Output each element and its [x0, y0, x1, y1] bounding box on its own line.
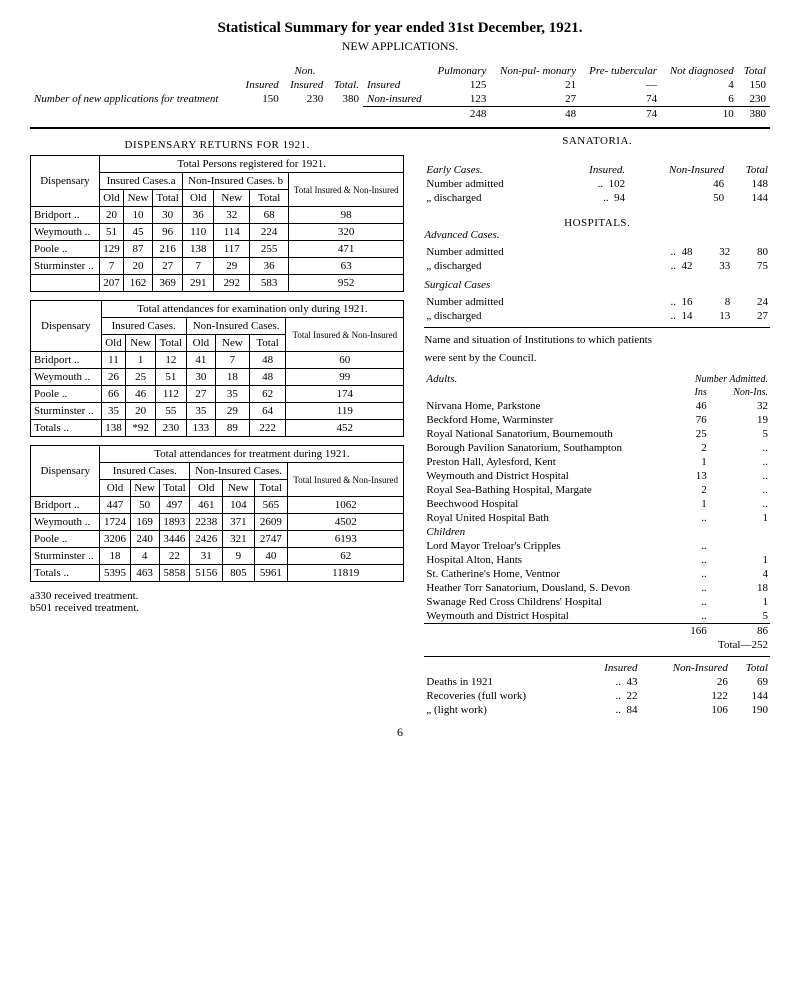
- row-insured: Insured 125 21 — 4 150: [363, 78, 770, 92]
- table-row: Poole ..32062403446242632127476193: [31, 531, 404, 548]
- footnote-b: b501 received treatment.: [30, 602, 404, 614]
- table-row: Weymouth ..17241691893223837126094502: [31, 514, 404, 531]
- col-notdiag: Not diagnosed: [661, 64, 738, 78]
- table-row: Sturminster ..352055352964119: [31, 403, 404, 420]
- col-total: Total: [738, 64, 770, 78]
- list-item: Lord Mayor Treloar's Cripples..: [424, 539, 770, 553]
- list-item: Royal National Sanatorium, Bournemouth25…: [424, 427, 770, 441]
- list-item: Swanage Red Cross Childrens' Hospital..1: [424, 595, 770, 609]
- list-item: Royal Sea-Bathing Hospital, Margate2..: [424, 483, 770, 497]
- list-item: Borough Pavilion Sanatorium, Southampton…: [424, 441, 770, 455]
- insured-heading: Insured: [238, 78, 283, 92]
- list-item: Weymouth and District Hospital..5: [424, 609, 770, 624]
- non-heading: Non.: [283, 64, 328, 78]
- col-pre: Pre- tubercular: [580, 64, 661, 78]
- page-title: Statistical Summary for year ended 31st …: [30, 20, 770, 37]
- footnote-a: a330 received treatment.: [30, 590, 404, 602]
- table-row: Bridport ..20103036326898: [31, 207, 404, 224]
- list-item: Weymouth and District Hospital13..: [424, 469, 770, 483]
- table-row: Sturminster ..184223194062: [31, 548, 404, 565]
- sent-note2: were sent by the Council.: [424, 352, 770, 364]
- col-nonpul: Non-pul- monary: [490, 64, 580, 78]
- sanatoria-head: SANATORIA.: [424, 135, 770, 147]
- page-number: 6: [30, 725, 770, 740]
- list-item: Royal United Hospital Bath..1: [424, 511, 770, 525]
- val-total: 380: [327, 92, 363, 106]
- col-pulm: Pulmonary: [430, 64, 491, 78]
- row-noninsured: Non-insured 123 27 74 6 230: [363, 92, 770, 107]
- table-row: Sturminster ..720277293663: [31, 258, 404, 275]
- page-subtitle: NEW APPLICATIONS.: [30, 39, 770, 54]
- list-item: Hospital Alton, Hants..1: [424, 553, 770, 567]
- list-item: Heather Torr Sanatorium, Dousland, S. De…: [424, 581, 770, 595]
- list-item: Beckford Home, Warminster7619: [424, 413, 770, 427]
- row-totals: 248 48 74 10 380: [363, 107, 770, 122]
- val-nonins: 230: [283, 92, 328, 106]
- treat-table: DispensaryTotal attendances for treatmen…: [30, 445, 404, 582]
- table-row: Weymouth ..514596110114224320: [31, 224, 404, 241]
- exam-table: DispensaryTotal attendances for examinat…: [30, 300, 404, 437]
- hospitals-head: HOSPITALS.: [424, 217, 770, 229]
- table-row: Weymouth ..26255130184899: [31, 369, 404, 386]
- top-summary: Non. Insured Insured Total. Number of ne…: [30, 64, 770, 121]
- new-apps-caption: Number of new applications for treatment: [30, 92, 238, 106]
- list-item: Beechwood Hospital1..: [424, 497, 770, 511]
- list-item: Nirvana Home, Parkstone4632: [424, 399, 770, 413]
- table-row: Poole ..12987216138117255471: [31, 241, 404, 258]
- sent-note: Name and situation of Institutions to wh…: [424, 334, 770, 346]
- total-heading: Total.: [327, 78, 363, 92]
- list-item: Preston Hall, Aylesford, Kent1..: [424, 455, 770, 469]
- table-row: Poole ..6646112273562174: [31, 386, 404, 403]
- table-row: Bridport ..447504974611045651062: [31, 497, 404, 514]
- table-row: Bridport ..111124174860: [31, 352, 404, 369]
- val-ins: 150: [238, 92, 283, 106]
- dispensary-header: DISPENSARY RETURNS FOR 1921.: [30, 139, 404, 151]
- list-item: St. Catherine's Home, Ventnor..4: [424, 567, 770, 581]
- registered-table: DispensaryTotal Persons registered for 1…: [30, 155, 404, 292]
- noninsured-heading: Insured: [283, 78, 328, 92]
